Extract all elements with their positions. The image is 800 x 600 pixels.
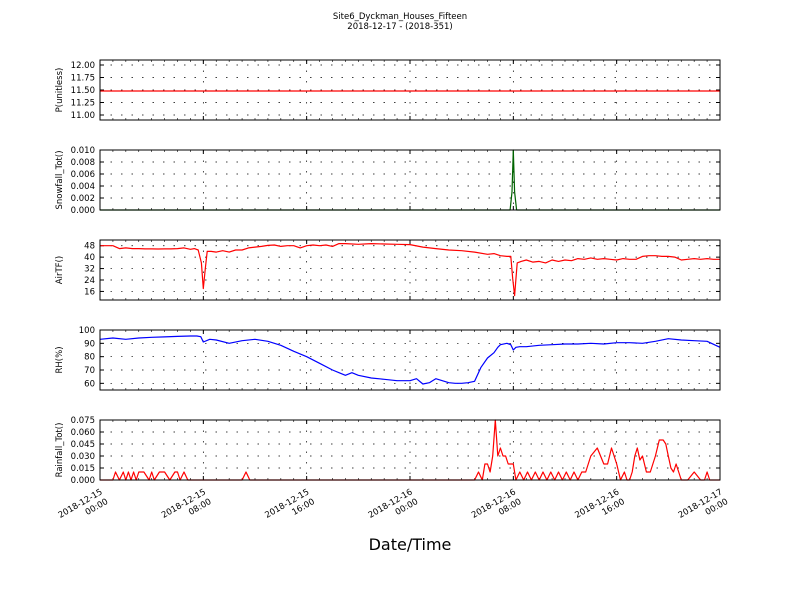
plot-frame <box>99 59 721 121</box>
plot-frame <box>99 419 721 481</box>
y-tick-label: 60 <box>84 379 95 389</box>
series-line <box>100 149 720 211</box>
panel-5: 0.000 0.015 0.030 0.045 0.060 0.075 Rainfall_T… <box>55 416 721 486</box>
plot-frame <box>99 149 721 211</box>
y-tick-label: 11.00 <box>71 111 95 121</box>
y-tick-label: 0.004 <box>71 182 95 192</box>
y-axis-label: P(unitless) <box>55 68 65 113</box>
y-tick-label: 0.015 <box>71 464 95 474</box>
subplots: 11.00 11.25 11.50 11.75 12.00 P(unitless) 0.00… <box>55 59 721 486</box>
y-tick-label: 100 <box>79 326 95 336</box>
y-tick-label: 0.006 <box>71 170 95 180</box>
plot-frame <box>99 239 721 301</box>
y-tick-label: 16 <box>84 287 95 297</box>
y-tick-label: 11.75 <box>71 74 95 84</box>
series-line <box>99 335 721 385</box>
y-tick-label: 11.50 <box>71 86 95 96</box>
plot-frame <box>99 329 721 391</box>
y-tick-label: 48 <box>84 242 95 252</box>
y-tick-label: 12.00 <box>71 61 95 71</box>
chart-title: Site6_Dyckman_Houses_Fifteen <box>333 12 467 22</box>
panel-1: 11.00 11.25 11.50 11.75 12.00 P(unitless) <box>55 59 721 121</box>
series-line <box>100 419 720 481</box>
y-tick-label: 80 <box>84 353 95 363</box>
y-tick-label: 70 <box>84 366 95 376</box>
y-tick-label: 0.045 <box>71 440 95 450</box>
y-tick-label: 0.000 <box>71 476 95 486</box>
y-axis-label: RH(%) <box>55 346 65 373</box>
y-tick-label: 0.008 <box>71 158 95 168</box>
y-tick-label: 0.002 <box>71 194 95 204</box>
series-line <box>100 243 720 297</box>
y-tick-label: 0.060 <box>71 428 95 438</box>
y-axis-label: Rainfall_Tot() <box>55 423 65 478</box>
y-axis-label: Snowfall_Tot() <box>55 150 65 209</box>
x-axis-label: Date/Time <box>369 535 452 554</box>
y-tick-label: 0.000 <box>71 206 95 216</box>
y-tick-label: 24 <box>84 276 95 286</box>
y-tick-label: 0.075 <box>71 416 95 426</box>
panel-2: 0.000 0.002 0.004 0.006 0.008 0.010 Snowfall_T… <box>55 146 721 216</box>
y-tick-label: 0.010 <box>71 146 95 156</box>
y-tick-label: 40 <box>84 253 95 263</box>
y-tick-label: 0.030 <box>71 452 95 462</box>
panel-4: 60 70 80 90 100 RH(%) <box>55 326 721 391</box>
chart-subtitle: 2018-12-17 - (2018-351) <box>347 22 452 32</box>
y-tick-label: 90 <box>84 339 95 349</box>
y-tick-label: 11.25 <box>71 99 95 109</box>
y-axis-label: AirTF() <box>55 256 65 284</box>
y-tick-label: 32 <box>84 265 95 275</box>
